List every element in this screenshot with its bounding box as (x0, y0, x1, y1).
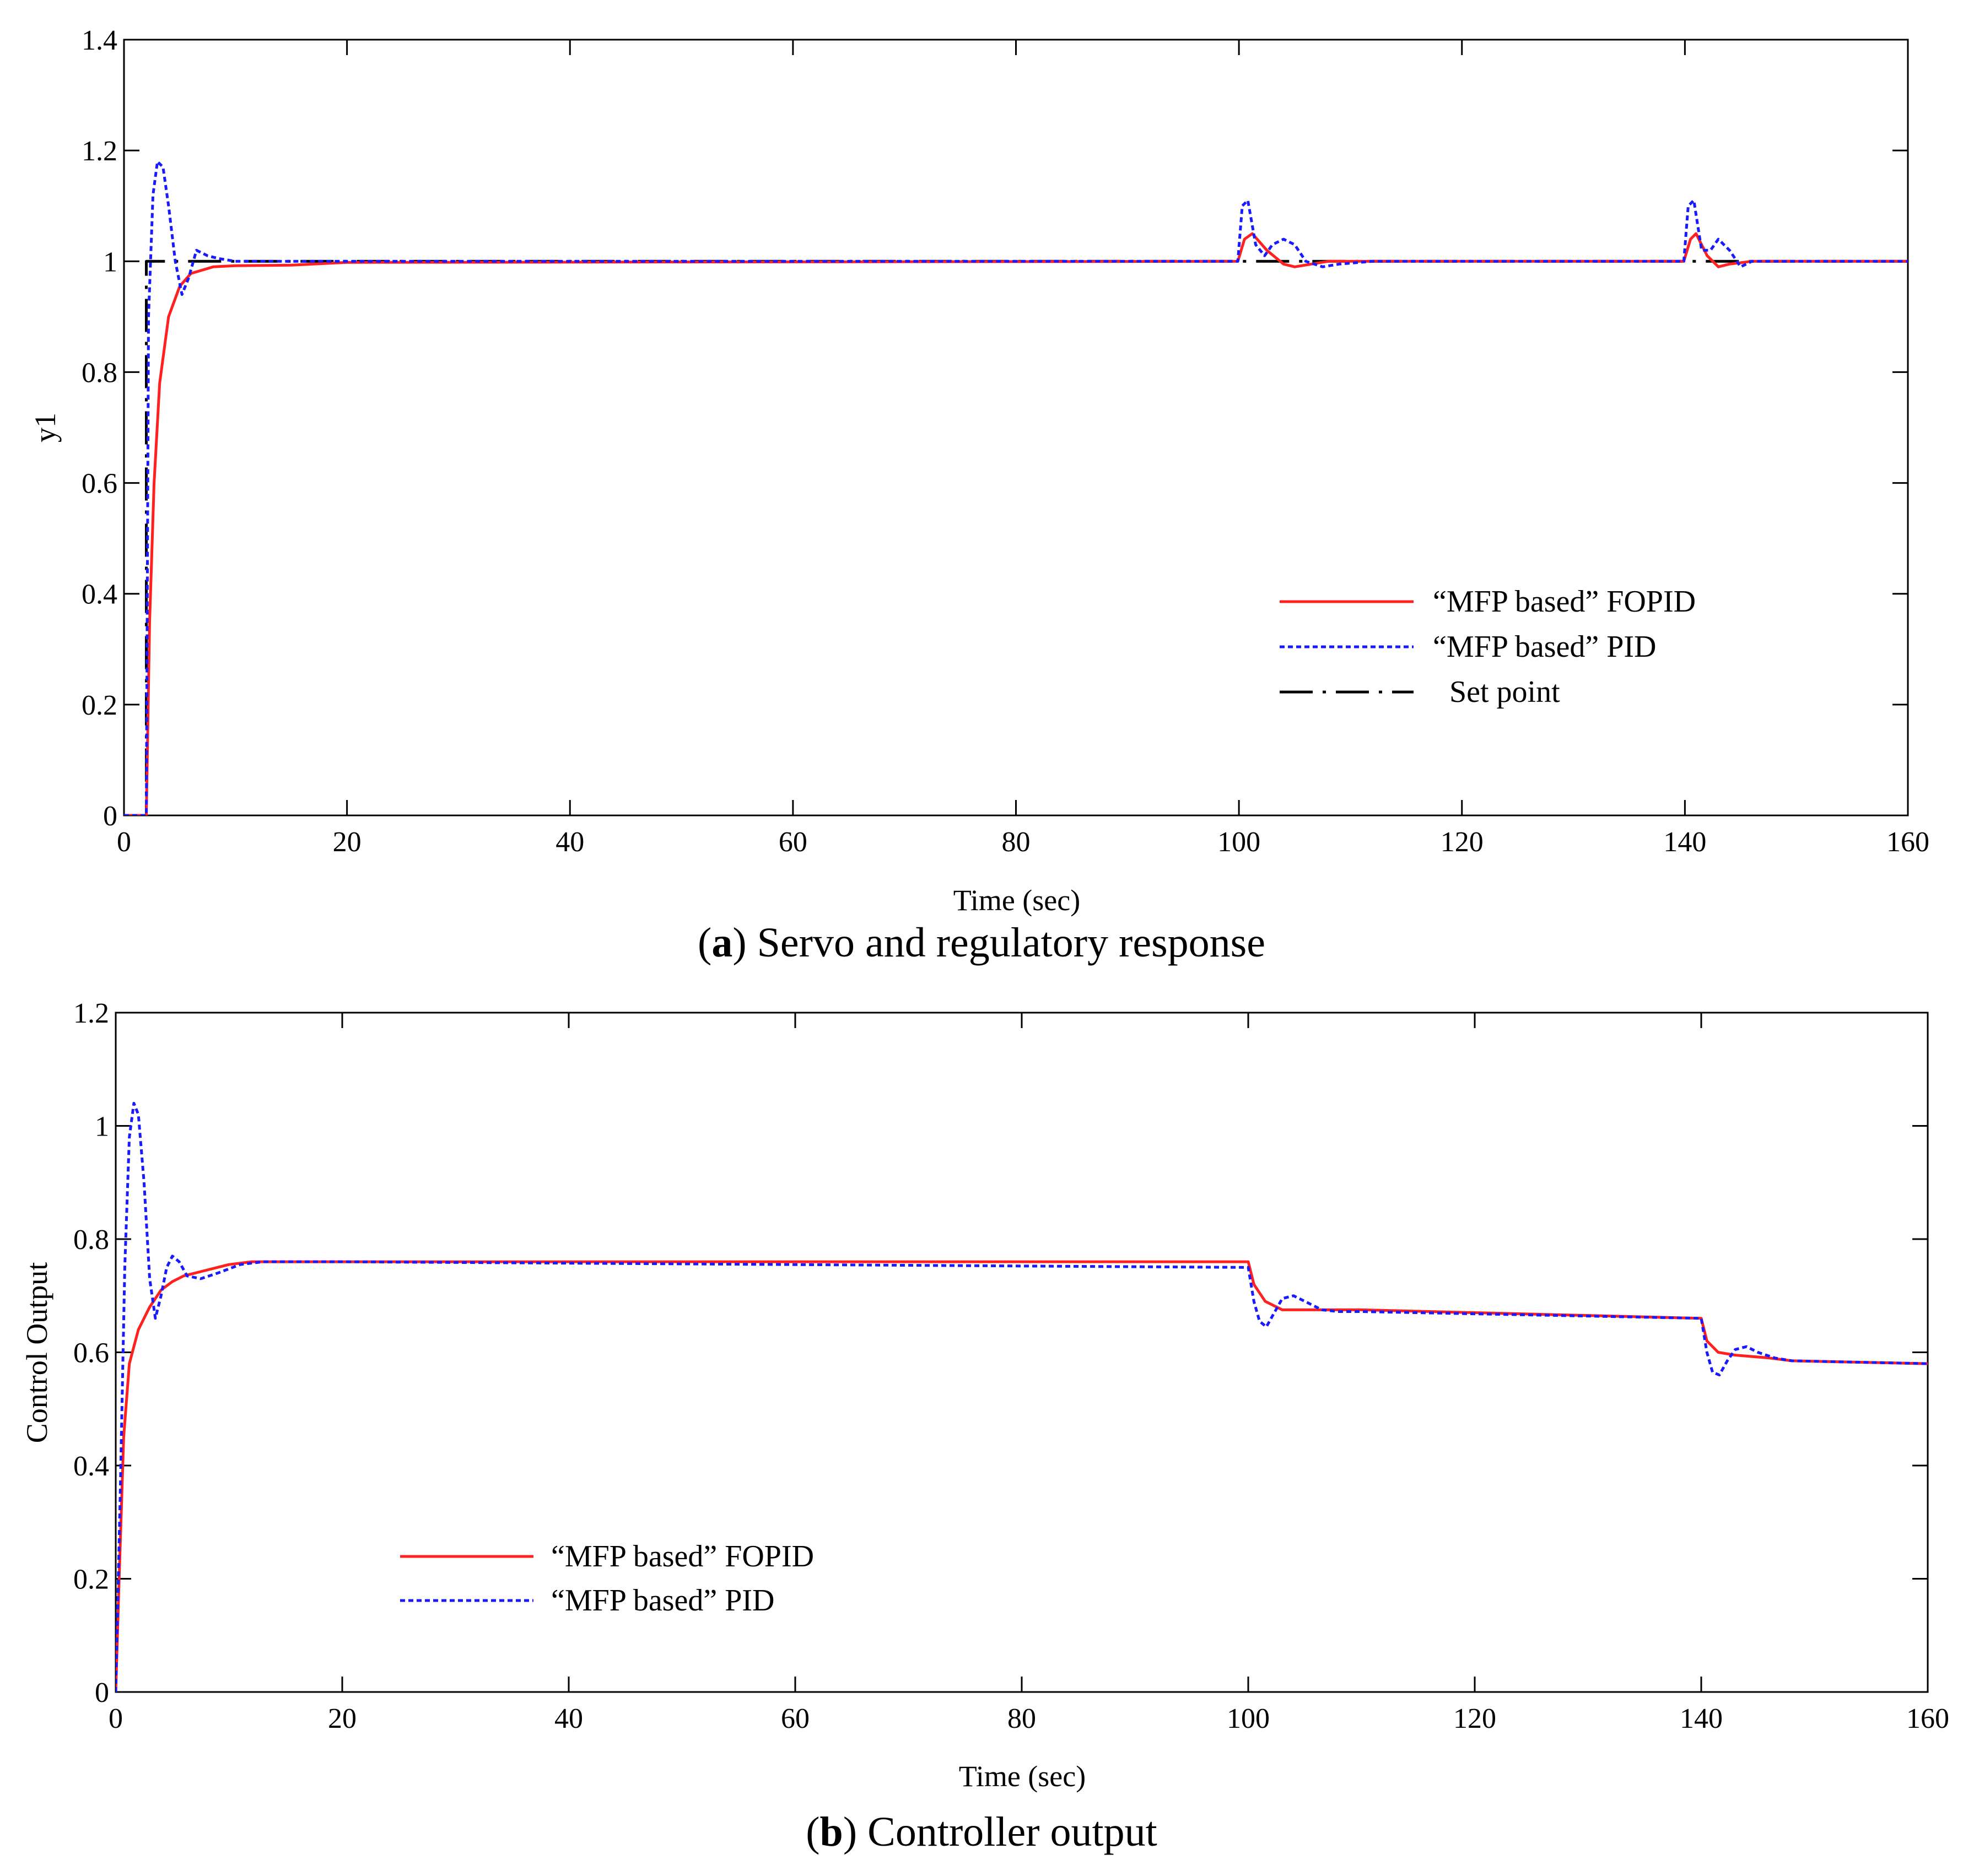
x-tick-label-a: 140 (1663, 826, 1706, 858)
x-tick-label-b: 60 (781, 1703, 810, 1734)
legend-label-fopid-a: “MFP based” FOPID (1433, 585, 1696, 619)
series-line-fopid-a (124, 232, 1908, 815)
chart-servo-regulatory: 0 20 40 60 80 100 120 140 160 0 0.2 0.4 0.6 0.8 1 1.2 1… (29, 25, 1929, 917)
x-tick-label-b: 100 (1227, 1703, 1270, 1734)
x-tick-label-b: 20 (328, 1703, 357, 1734)
y-tick-label-b: 1.2 (73, 998, 109, 1029)
y-tick-label-b: 0.4 (73, 1451, 109, 1482)
y-tick-label-a: 1.2 (82, 136, 117, 167)
caption-a: (a) Servo and regulatory response (0, 919, 1963, 967)
x-tick-label-a: 60 (779, 826, 807, 858)
x-tick-labels-a: 0 20 40 60 80 100 120 140 160 (117, 826, 1929, 858)
tick-marks-a (123, 39, 1909, 817)
legend-label-fopid-b: “MFP based” FOPID (551, 1539, 814, 1574)
y-tick-label-b: 0.6 (73, 1338, 109, 1369)
series-line-setpoint-a (124, 259, 1908, 815)
y-tick-label-b: 0.8 (73, 1224, 109, 1256)
x-tick-label-b: 40 (554, 1703, 583, 1734)
y-tick-label-a: 0.4 (82, 579, 117, 610)
series-lines-a (124, 160, 1908, 815)
y-tick-label-a: 0.6 (82, 468, 117, 500)
x-tick-label-b: 140 (1680, 1703, 1723, 1734)
y-tick-labels-b: 0 0.2 0.4 0.6 0.8 1 1.2 (73, 998, 109, 1709)
y-tick-label-a: 0.2 (82, 690, 117, 721)
y-tick-labels-a: 0 0.2 0.4 0.6 0.8 1 1.2 1.4 (82, 25, 117, 832)
x-tick-label-a: 80 (1002, 826, 1031, 858)
legend-a: “MFP based” FOPID “MFP based” PID Set po… (1280, 585, 1696, 709)
y-tick-label-a: 0 (103, 801, 117, 832)
legend-label-setpoint-a: Set point (1449, 675, 1560, 709)
x-tick-label-b: 0 (109, 1703, 123, 1734)
series-lines-b (116, 1101, 1928, 1692)
plot-area-a (123, 39, 1909, 817)
y-axis-label-a: y1 (29, 413, 62, 442)
x-tick-label-b: 80 (1007, 1703, 1036, 1734)
x-tick-labels-b: 0 20 40 60 80 100 120 140 160 (109, 1703, 1949, 1734)
caption-a-letter: a (711, 920, 733, 966)
chart-controller-output: 0 20 40 60 80 100 120 140 160 00.20.40.60.811.2 … (20, 998, 1949, 1793)
legend-b: “MFP based” FOPID “MFP based” PID (400, 1539, 814, 1618)
y-tick-label-a: 0.8 (82, 357, 117, 388)
x-tick-label-b: 120 (1453, 1703, 1496, 1734)
y-tick-label-b: 0.2 (73, 1564, 109, 1596)
y-tick-label-a: 1 (103, 246, 117, 278)
caption-a-open: ( (698, 920, 712, 966)
x-tick-label-a: 100 (1217, 826, 1260, 858)
x-tick-label-a: 0 (117, 826, 131, 858)
series-line-pid-b (116, 1101, 1928, 1692)
x-tick-label-b: 160 (1906, 1703, 1949, 1734)
caption-b-text: ) Controller output (843, 1809, 1157, 1855)
caption-b: (b) Controller output (0, 1808, 1963, 1856)
x-axis-label-b: Time (sec) (959, 1760, 1086, 1793)
y-tick-label-a: 1.4 (82, 25, 117, 56)
legend-label-pid-b: “MFP based” PID (551, 1583, 774, 1618)
y-tick-label-b: 1 (95, 1111, 109, 1143)
plot-area-b (115, 1012, 1929, 1693)
x-tick-label-a: 120 (1441, 826, 1484, 858)
x-tick-label-a: 20 (333, 826, 362, 858)
series-line-pid-a (124, 160, 1908, 815)
caption-b-open: ( (806, 1809, 820, 1855)
x-tick-label-a: 40 (556, 826, 584, 858)
x-axis-label-a: Time (sec) (953, 884, 1080, 917)
legend-label-pid-a: “MFP based” PID (1433, 630, 1656, 664)
caption-b-letter: b (819, 1809, 843, 1855)
y-tick-label-b: 0 (95, 1677, 109, 1709)
tick-marks-b (115, 1012, 1929, 1693)
caption-a-text: ) Servo and regulatory response (732, 920, 1265, 966)
series-line-fopid-b (116, 1260, 1928, 1692)
y-axis-label-b: Control Output (20, 1262, 53, 1444)
x-tick-label-a: 160 (1886, 826, 1929, 858)
